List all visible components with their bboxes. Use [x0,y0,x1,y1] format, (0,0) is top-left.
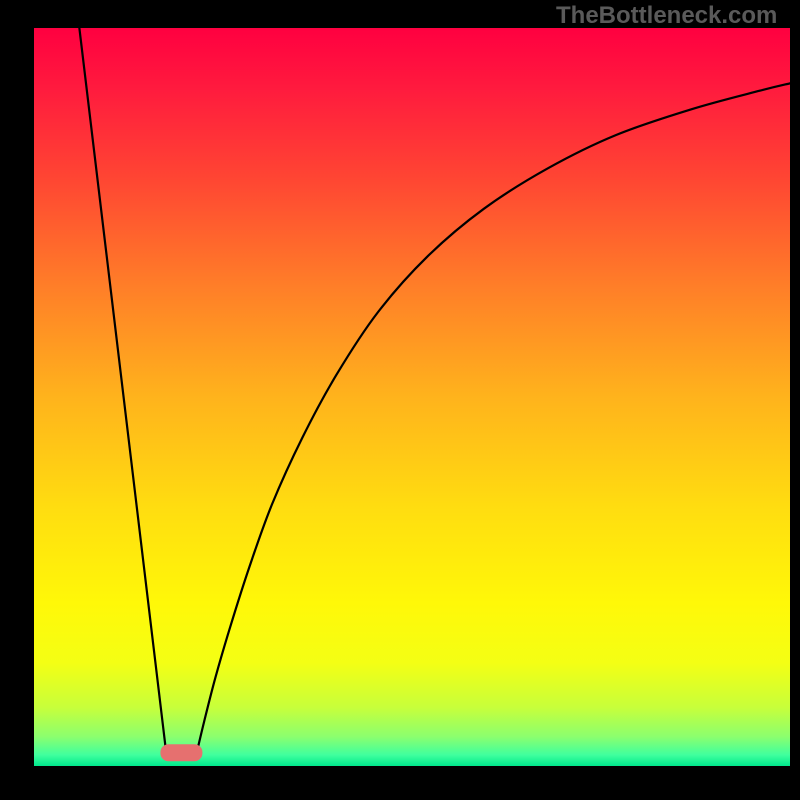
chart-svg [34,28,790,766]
gradient-background [34,28,790,766]
watermark-text: TheBottleneck.com [556,2,777,30]
optimal-marker [160,744,202,761]
plot-area [34,28,790,766]
